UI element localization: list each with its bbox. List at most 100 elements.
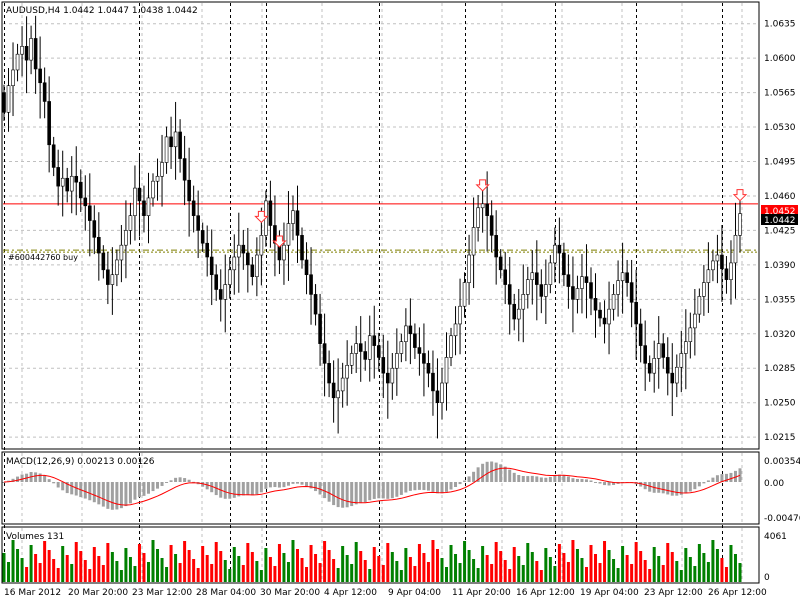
candle-body <box>110 274 115 285</box>
volume-bar <box>417 544 421 582</box>
volume-bar <box>336 568 340 582</box>
volume-bar <box>548 557 552 582</box>
candle-body <box>146 197 151 216</box>
macd-bar <box>336 482 340 508</box>
macd-bar <box>499 464 503 482</box>
volume-bar <box>440 558 444 582</box>
macd-bar <box>485 461 489 482</box>
volume-bar <box>7 562 11 582</box>
price-tick: 1.0600 <box>764 54 796 64</box>
candle-body <box>250 264 255 277</box>
macd-bar <box>607 482 611 486</box>
volume-bar <box>485 555 489 582</box>
macd-bar <box>264 482 268 489</box>
candle-body <box>295 210 300 236</box>
volume-bar <box>192 559 196 582</box>
volume-bar <box>697 544 701 582</box>
macd-bar <box>74 482 78 496</box>
macd-bar <box>61 482 65 491</box>
candle-body <box>2 92 6 113</box>
volume-bar <box>92 547 96 582</box>
volume-bar <box>345 555 349 582</box>
volumes-panel[interactable] <box>1 526 760 584</box>
candle-body <box>395 353 399 369</box>
macd-bar <box>291 482 295 484</box>
volume-bar <box>205 555 209 582</box>
candles <box>2 15 742 439</box>
volume-bar <box>562 553 566 582</box>
candle-body <box>625 272 629 283</box>
macd-bar <box>119 482 123 509</box>
macd-bar <box>128 482 132 504</box>
volume-bar <box>625 555 629 582</box>
volume-bar <box>259 570 263 582</box>
macd-title: MACD(12,26,9) 0.00213 0.00126 <box>6 457 155 467</box>
volume-bar <box>119 570 123 582</box>
candle-body <box>232 256 237 271</box>
macd-bar <box>146 482 150 494</box>
candle-body <box>738 213 742 236</box>
macd-bar <box>228 482 232 499</box>
volume-bar <box>196 568 200 582</box>
volume-bar <box>458 563 462 582</box>
macd-bar <box>684 482 688 494</box>
volume-bar <box>661 565 665 582</box>
macd-bar <box>666 482 670 495</box>
candle-body <box>602 317 607 325</box>
candle-body <box>498 256 503 271</box>
candle-body <box>367 335 372 360</box>
price-tick: 1.0495 <box>764 158 796 168</box>
macd-bar <box>368 482 372 501</box>
time-tick: 28 Mar 04:00 <box>196 588 256 598</box>
volume-bar <box>679 570 683 582</box>
candle-body <box>485 203 489 216</box>
candle-body <box>246 252 250 266</box>
volume-bar <box>368 569 372 582</box>
candle-body <box>83 197 88 207</box>
macd-bar <box>246 482 250 496</box>
volume-bar <box>508 569 512 582</box>
volume-bar <box>219 551 223 582</box>
macd-bar <box>594 481 598 483</box>
macd-bar <box>693 482 697 490</box>
candle-body <box>467 254 471 283</box>
volume-bar <box>97 556 101 582</box>
macd-bar <box>16 476 20 482</box>
macd-bar <box>715 475 719 482</box>
candle-body <box>74 175 79 183</box>
candle-body <box>584 276 589 283</box>
price-panel[interactable] <box>1 1 760 450</box>
volume-bar <box>670 552 674 582</box>
volume-bar <box>666 543 670 582</box>
order-label: #600442760 buy <box>8 253 78 262</box>
candle-body <box>29 38 33 61</box>
volume-bar <box>449 545 453 582</box>
macd-bar <box>408 482 412 491</box>
volume-bar <box>74 542 78 582</box>
macd-bar <box>612 482 616 485</box>
macd-bar <box>399 482 403 495</box>
macd-bar <box>20 474 24 482</box>
volume-bar <box>214 542 218 582</box>
volume-bar <box>277 544 281 582</box>
candle-body <box>476 207 480 228</box>
candle-body <box>124 230 128 246</box>
macd-bar <box>566 476 570 482</box>
volume-bar <box>553 566 557 582</box>
macd-bar <box>354 482 358 505</box>
volume-bars <box>2 540 742 582</box>
candle-body <box>693 313 697 329</box>
macd-bar <box>115 482 119 510</box>
volume-bar <box>594 554 598 582</box>
macd-bar <box>720 474 724 482</box>
macd-signal-line <box>3 467 741 506</box>
macd-panel[interactable] <box>1 451 760 525</box>
candle-body <box>273 225 277 244</box>
candle-body <box>119 244 124 261</box>
macd-bar <box>345 482 349 508</box>
macd-bar <box>237 482 241 497</box>
volume-bar <box>688 557 692 582</box>
macd-bar <box>314 482 318 492</box>
volume-bar <box>38 563 42 582</box>
